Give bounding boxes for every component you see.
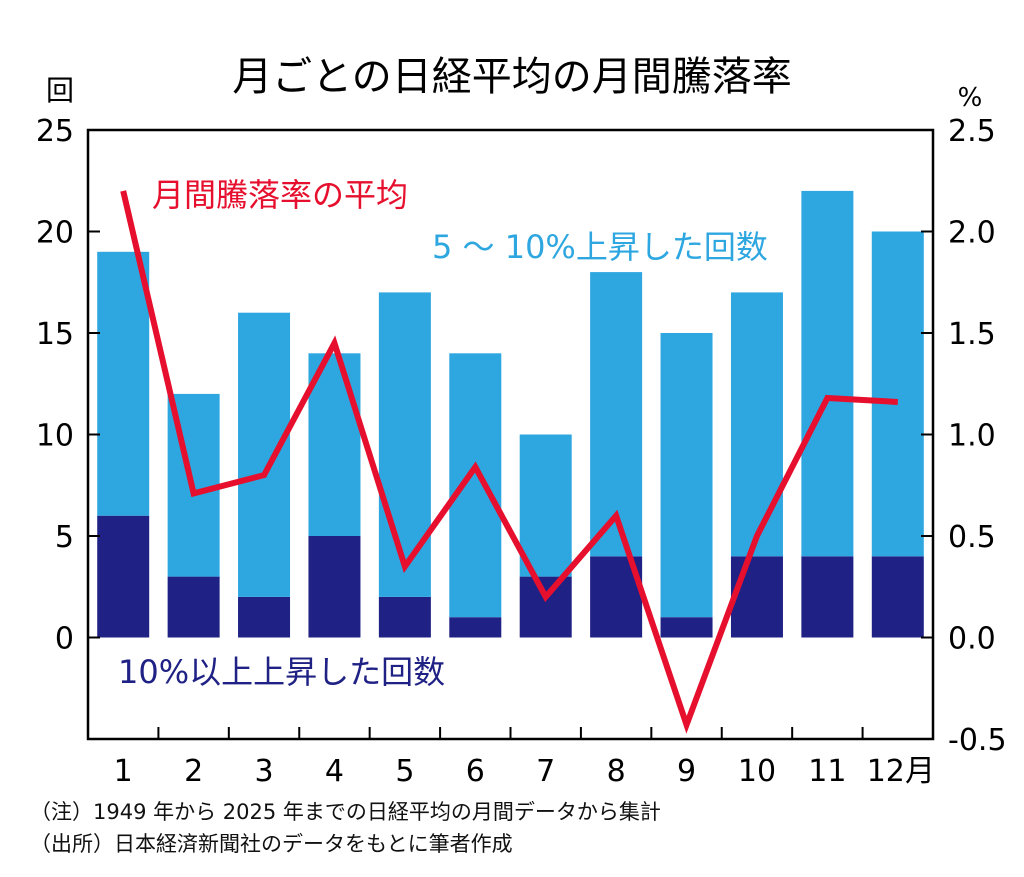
right-tick-label: 1.5 <box>948 317 996 352</box>
right-tick-label: 2.0 <box>948 216 996 251</box>
bar-10pct-month-7 <box>519 576 572 638</box>
average-return-line <box>120 190 898 734</box>
bar-10pct-month-9 <box>660 617 713 638</box>
x-tick-label-7: 7 <box>536 754 555 789</box>
bar-5-10pct-month-8 <box>590 272 643 557</box>
bar-5-10pct-month-4 <box>308 353 361 536</box>
right-tick-label: 2.5 <box>948 114 996 149</box>
x-tick-label-2: 2 <box>184 754 203 789</box>
left-tick-label: 10 <box>36 419 74 454</box>
bar-5-10pct-month-5 <box>378 292 431 597</box>
x-tick-label-12: 12 <box>867 754 905 789</box>
bar-5-10pct-month-7 <box>519 434 572 577</box>
left-axis-unit: 回 <box>46 74 74 107</box>
x-tick-label-5: 5 <box>395 754 414 789</box>
bar-10pct-month-11 <box>801 556 854 638</box>
bar-5-10pct-month-12 <box>871 231 924 557</box>
bar-5-10pct-month-10 <box>730 292 783 557</box>
left-tick-label: 0 <box>55 622 74 657</box>
bar-10pct-month-12 <box>871 556 924 638</box>
bar-5-10pct-month-9 <box>660 333 713 618</box>
bar-5-10pct-month-6 <box>449 353 502 618</box>
bar-10pct-month-2 <box>167 576 220 638</box>
x-tick-label-1: 1 <box>114 754 133 789</box>
right-tick-label: -0.5 <box>948 723 1007 758</box>
legend-5-10pct-up: 5 ～ 10%上昇した回数 <box>432 228 768 266</box>
x-tick-label-8: 8 <box>607 754 626 789</box>
left-tick-label: 5 <box>55 520 74 555</box>
chart-title: 月ごとの日経平均の月間騰落率 <box>232 54 792 100</box>
right-axis-unit: % <box>958 83 983 113</box>
bar-5-10pct-month-3 <box>238 312 291 597</box>
bar-10pct-month-3 <box>238 596 291 638</box>
bar-10pct-month-4 <box>308 536 361 638</box>
x-tick-label-4: 4 <box>325 754 344 789</box>
note-data-source: （出所）日本経済新聞社のデータをもとに筆者作成 <box>30 832 513 856</box>
left-tick-label: 20 <box>36 216 74 251</box>
bar-10pct-month-1 <box>97 515 150 638</box>
legend-10pct-up: 10%以上上昇した回数 <box>118 653 445 691</box>
x-axis-unit: 月 <box>905 754 935 789</box>
bars-10pct-up <box>97 515 924 638</box>
x-tick-label-10: 10 <box>738 754 776 789</box>
bar-5-10pct-month-1 <box>97 251 150 516</box>
right-tick-label: 0.0 <box>948 622 996 657</box>
bar-10pct-month-6 <box>449 617 502 638</box>
left-tick-label: 25 <box>36 114 74 149</box>
x-tick-label-11: 11 <box>808 754 846 789</box>
left-axis-ticks: 25 20 15 10 5 0 <box>36 114 100 657</box>
left-tick-label: 15 <box>36 317 74 352</box>
x-axis-ticks: 1 2 3 4 5 6 7 8 9 10 11 12 <box>114 727 905 789</box>
bar-10pct-month-10 <box>730 556 783 638</box>
x-tick-label-9: 9 <box>677 754 696 789</box>
right-axis-ticks: 2.5 2.0 1.5 1.0 0.5 0.0 -0.5 <box>921 114 1007 758</box>
right-tick-label: 0.5 <box>948 520 996 555</box>
x-tick-label-6: 6 <box>466 754 485 789</box>
x-tick-label-3: 3 <box>254 754 273 789</box>
bar-5-10pct-month-11 <box>801 190 854 557</box>
bar-10pct-month-5 <box>378 596 431 638</box>
legend-average-return: 月間騰落率の平均 <box>152 176 408 214</box>
right-tick-label: 1.0 <box>948 419 996 454</box>
note-source-period: （注）1949 年から 2025 年までの日経平均の月間データから集計 <box>30 800 661 824</box>
